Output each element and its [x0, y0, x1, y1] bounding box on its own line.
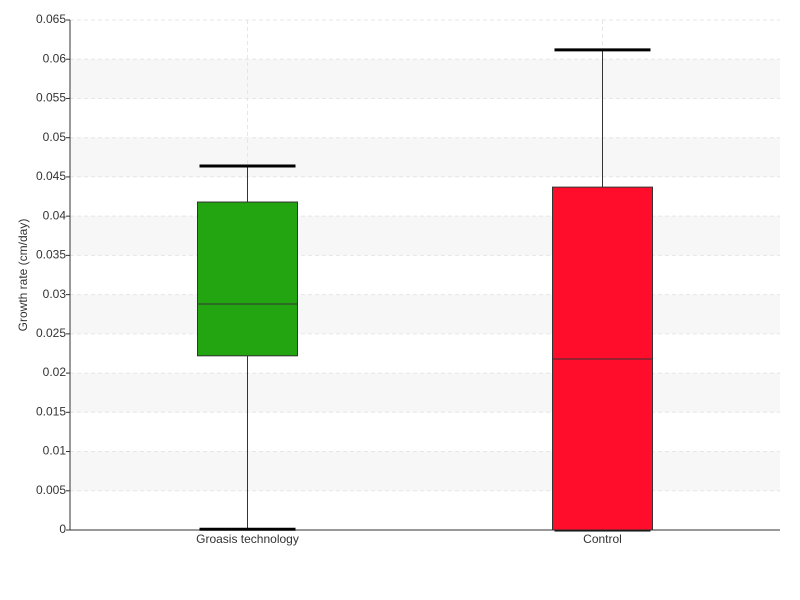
y-tick-label: 0.025 [36, 326, 66, 340]
y-tick-label: 0.06 [43, 51, 67, 65]
grid-band [70, 294, 780, 334]
box [197, 201, 298, 357]
y-tick-label: 0.04 [43, 208, 67, 222]
y-tick-label: 0.02 [43, 365, 67, 379]
grid-band [70, 137, 780, 177]
x-tick-label: Groasis technology [196, 532, 299, 546]
grid-band [70, 59, 780, 99]
grid-band [70, 373, 780, 413]
y-tick-label: 0.01 [43, 444, 67, 458]
grid-band [70, 451, 780, 491]
y-tick-label: 0.055 [36, 91, 66, 105]
y-tick-label: 0.005 [36, 483, 66, 497]
y-tick-label: 0.065 [36, 12, 66, 26]
y-axis-label: Growth rate (cm/day) [16, 219, 30, 332]
x-tick-label: Control [583, 532, 622, 546]
y-tick-label: 0.045 [36, 169, 66, 183]
grid-band [70, 216, 780, 256]
y-tick-label: 0.015 [36, 404, 66, 418]
y-tick-label: 0.05 [43, 130, 67, 144]
y-tick-label: 0.035 [36, 248, 66, 262]
y-tick-label: 0 [59, 522, 66, 536]
y-tick-label: 0.03 [43, 287, 67, 301]
